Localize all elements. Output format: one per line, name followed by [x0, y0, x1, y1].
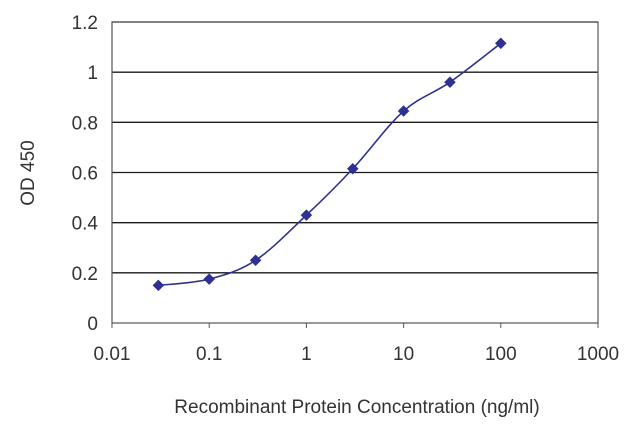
data-point-marker — [346, 162, 359, 175]
data-point-marker — [249, 254, 262, 267]
x-tick-label: 0.01 — [94, 344, 131, 365]
y-axis-ticks: 0 0.2 0.4 0.6 0.8 1 1.2 — [72, 13, 99, 335]
x-tick-label: 1000 — [577, 344, 619, 365]
x-axis-title: Recombinant Protein Concentration (ng/ml… — [174, 397, 539, 418]
y-tick-label: 1 — [87, 63, 98, 84]
y-tick-label: 1.2 — [72, 13, 98, 34]
y-tick-label: 0.4 — [72, 214, 99, 235]
x-tick-label: 0.1 — [196, 344, 222, 365]
data-point-marker — [444, 76, 456, 89]
series-layer — [152, 37, 507, 292]
y-tick-label: 0.8 — [72, 113, 98, 134]
x-tick-label: 1 — [301, 344, 312, 365]
x-tick-label: 10 — [393, 344, 414, 365]
plot-area-frame — [111, 21, 599, 324]
data-point-marker — [300, 209, 313, 221]
x-axis-ticks: 0.01 0.1 1 10 100 1000 — [94, 323, 619, 365]
x-tick-label: 100 — [485, 344, 517, 365]
y-tick-label: 0.6 — [72, 164, 98, 185]
y-tick-label: 0.2 — [72, 264, 98, 285]
data-point-marker — [494, 37, 507, 50]
data-point-marker — [152, 279, 165, 292]
data-point-marker — [203, 273, 216, 285]
y-axis-title: OD 450 — [18, 140, 39, 205]
y-tick-label: 0 — [87, 314, 98, 335]
data-point-marker — [397, 105, 410, 117]
